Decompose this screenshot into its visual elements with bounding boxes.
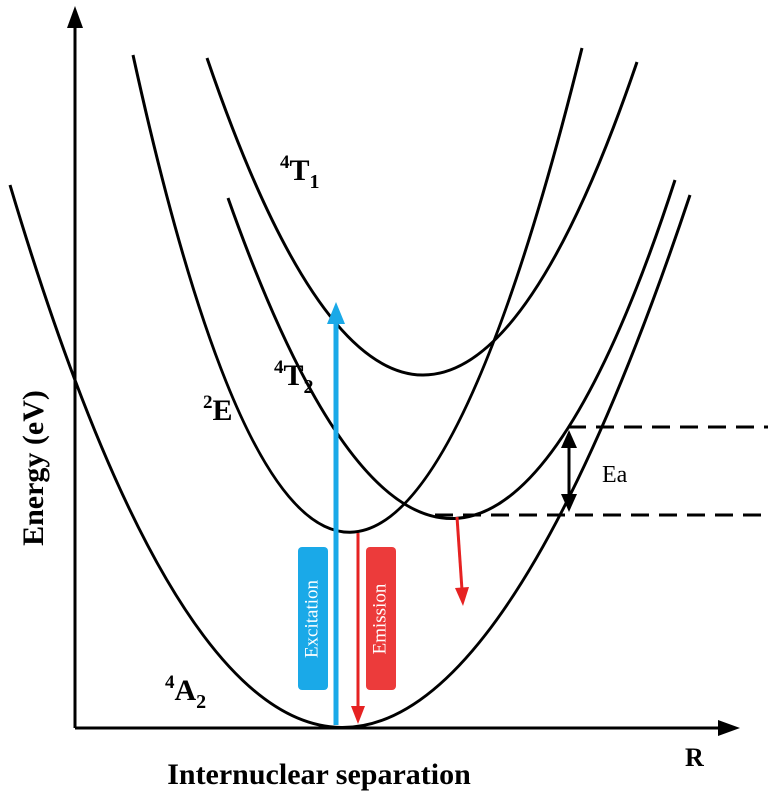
activation-energy-label: Ea bbox=[602, 462, 628, 488]
emission-arrow-4t2 bbox=[455, 516, 464, 591]
state-label-4t1: 4T1 bbox=[280, 152, 320, 193]
emission-arrowhead-4t2 bbox=[455, 587, 469, 606]
emission-arrowhead-2e bbox=[351, 706, 365, 724]
excitation-arrowhead bbox=[327, 302, 345, 324]
ea-arrowhead-bottom bbox=[561, 494, 577, 512]
ea-arrowhead-top bbox=[561, 430, 577, 448]
excitation-label: Excitation bbox=[301, 579, 322, 658]
state-label-4t2: 4T2 bbox=[274, 357, 314, 398]
y-axis-arrowhead bbox=[67, 6, 83, 28]
x-axis-end-label: R bbox=[685, 743, 704, 772]
curve-4t1-state bbox=[205, 57, 639, 377]
emission-label: Emission bbox=[369, 583, 390, 654]
state-label-2e: 2E bbox=[203, 392, 233, 427]
state-label-4a2: 4A2 bbox=[165, 672, 206, 713]
curve-4a2-ground-state bbox=[8, 184, 692, 729]
curve-4t2-state bbox=[226, 179, 677, 520]
x-axis-title: Internuclear separation bbox=[167, 758, 471, 791]
y-axis-title: Energy (eV) bbox=[17, 390, 50, 546]
excitation-label-box bbox=[298, 547, 328, 690]
curve-2e-state bbox=[131, 47, 584, 534]
emission-label-box bbox=[366, 547, 396, 690]
x-axis-arrowhead bbox=[718, 720, 740, 736]
